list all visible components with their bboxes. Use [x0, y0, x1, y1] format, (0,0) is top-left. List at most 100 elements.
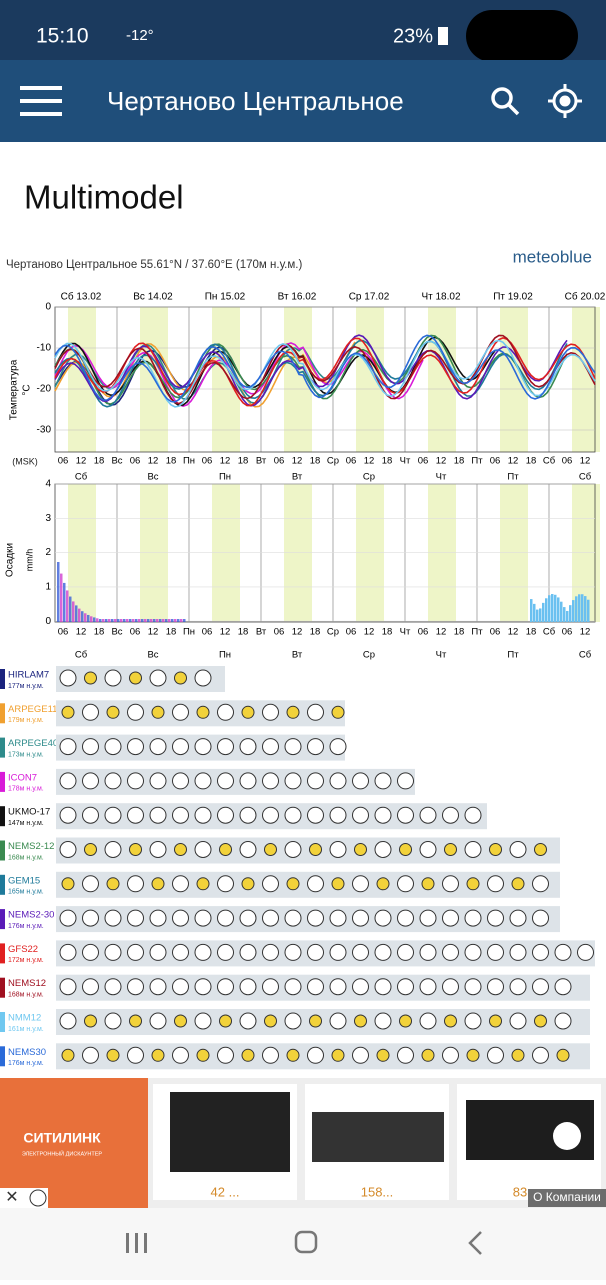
locate-button[interactable] [548, 84, 582, 118]
hour-label: 06 [346, 456, 357, 467]
weather-icon [442, 1046, 459, 1064]
precip-bar [180, 619, 183, 622]
weather-icon [509, 909, 527, 927]
weather-icon [352, 909, 369, 927]
model-color [0, 1046, 5, 1067]
precip-bar [63, 582, 66, 622]
hour-label: 06 [58, 456, 69, 467]
hour-label: 06 [418, 456, 429, 467]
weather-icon [149, 943, 167, 961]
weather-icon [487, 978, 504, 996]
weather-icon [129, 843, 142, 856]
temp-unit: °C [22, 384, 33, 395]
precip-bar [545, 598, 548, 622]
temp-tick-label: -30 [37, 425, 52, 436]
precip-bar [117, 619, 120, 622]
weather-icon [464, 806, 482, 824]
weather-icon [59, 669, 77, 687]
home-button[interactable] [294, 1230, 318, 1254]
weather-icon [194, 841, 212, 858]
weather-icon [307, 772, 324, 790]
weather-icon [194, 772, 212, 790]
weather-icon [284, 772, 302, 790]
weather-icon [194, 806, 212, 824]
hour-label: Вс [111, 456, 122, 467]
weather-icon [466, 877, 480, 891]
precip-tick-label: 3 [45, 513, 51, 524]
hour-label: 18 [166, 627, 177, 638]
weather-icon [286, 877, 300, 891]
weather-icon [466, 1048, 480, 1062]
day-label: Пн [219, 650, 231, 661]
weather-icon [284, 943, 302, 961]
weather-icon [329, 978, 347, 996]
precip-bar [165, 619, 168, 622]
precip-bar [129, 619, 132, 622]
weather-icon [509, 1012, 527, 1030]
weather-icon [239, 841, 257, 858]
hour-label: 12 [580, 456, 591, 467]
daylight-band [356, 484, 384, 622]
hour-label: 06 [274, 627, 285, 638]
search-button[interactable] [491, 87, 520, 116]
battery: 23% [393, 25, 433, 47]
weather-icon [262, 875, 279, 893]
weather-icon [352, 943, 369, 961]
hour-label: 18 [238, 456, 249, 467]
icon-strip [56, 940, 595, 967]
day-label: Ср [363, 650, 375, 661]
weather-icon [554, 1012, 572, 1030]
weather-icon [172, 1046, 189, 1064]
weather-icon [104, 978, 122, 996]
weather-icon [217, 738, 234, 756]
hour-label: 18 [310, 456, 321, 467]
precip-bar [539, 608, 542, 622]
hour-label: 06 [418, 627, 429, 638]
weather-icon [307, 875, 324, 893]
hour-label: Вт [256, 627, 267, 638]
hour-label: 06 [274, 456, 285, 467]
menu-button[interactable] [20, 86, 62, 116]
ad-products[interactable] [153, 1084, 601, 1200]
weather-icon [174, 1014, 187, 1028]
ad-about[interactable]: О Компании [533, 1190, 601, 1204]
weather-icon [442, 806, 459, 824]
recents-button[interactable] [126, 1233, 147, 1253]
hour-label: 18 [94, 627, 105, 638]
weather-icon [286, 1048, 300, 1062]
precip-bar [66, 590, 69, 622]
weather-icon [172, 703, 189, 721]
weather-icon [172, 943, 189, 961]
model-name: NEMS2-30 [8, 910, 54, 921]
daylight-band [140, 484, 168, 622]
weather-icon [262, 978, 279, 996]
weather-icon [329, 943, 347, 961]
hour-label: Пн [183, 456, 195, 467]
weather-icon [239, 1012, 257, 1030]
weather-icon [397, 806, 414, 824]
hour-label: 12 [508, 627, 519, 638]
weather-icon [127, 806, 144, 824]
model-curve [54, 339, 596, 408]
weather-icon [262, 772, 279, 790]
weather-icon [487, 875, 504, 893]
hour-label: 06 [562, 456, 573, 467]
day-label: Вт [292, 472, 303, 483]
weather-icon [442, 978, 459, 996]
ad-close[interactable] [0, 1188, 48, 1208]
ad-logo-block[interactable] [0, 1078, 148, 1208]
weather-icon [307, 943, 324, 961]
precip-tick-label: 2 [45, 547, 51, 558]
model-name: ARPEGE40 [8, 738, 58, 749]
model-elevation: 172м н.у.м. [8, 957, 44, 964]
precip-bar [156, 619, 159, 622]
temp-tick-label: 0 [45, 302, 51, 313]
ad-price: 83 [513, 1184, 527, 1199]
day-label: Сб [579, 650, 592, 661]
weather-icon [534, 1014, 547, 1028]
back-button[interactable] [468, 1231, 482, 1255]
precip-bar [72, 601, 75, 622]
precip-bar [147, 619, 150, 622]
weather-icon [284, 806, 302, 824]
